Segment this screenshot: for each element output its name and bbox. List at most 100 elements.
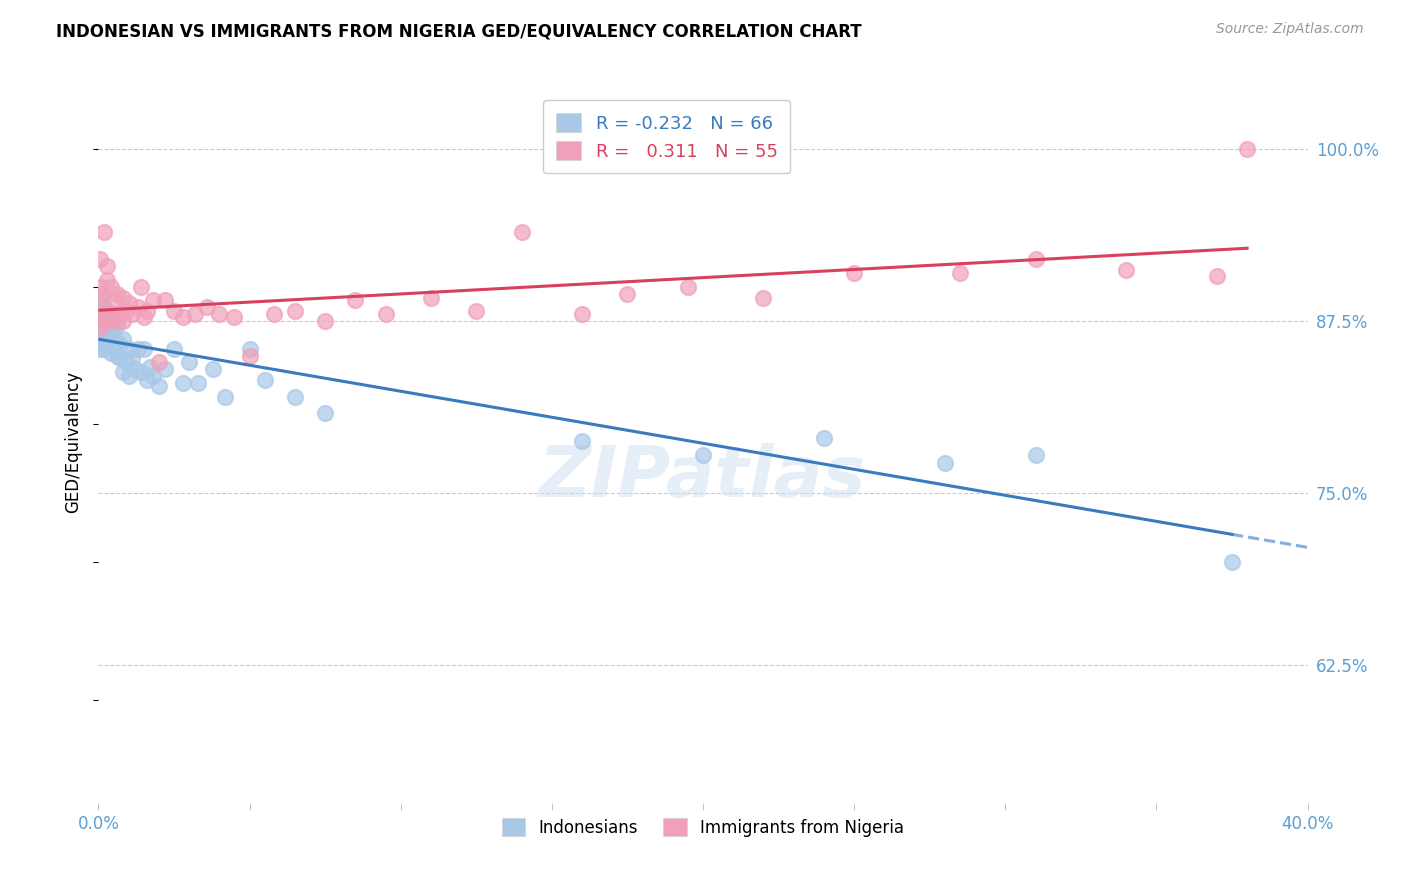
Point (571, 434, 593, 448)
Point (148, 355, 170, 369)
Point (103, 337, 125, 351)
Point (89, 342, 111, 356)
Point (96, 310, 118, 324)
Point (90, 314, 112, 328)
Point (93, 314, 115, 328)
Point (114, 304, 136, 318)
Point (752, 291, 775, 305)
Point (148, 379, 170, 393)
Point (1236, 142, 1258, 156)
Point (1206, 268, 1229, 283)
Point (314, 406, 336, 420)
Point (105, 349, 128, 363)
Point (314, 314, 336, 328)
Point (129, 365, 152, 379)
Point (139, 359, 162, 374)
Point (142, 293, 165, 308)
Point (91, 327, 114, 342)
Point (108, 337, 131, 351)
Point (510, 225, 533, 239)
Point (90, 334, 112, 349)
Point (253, 373, 276, 387)
Point (187, 376, 209, 390)
Point (127, 301, 149, 315)
Point (103, 293, 125, 308)
Point (172, 310, 194, 324)
Point (89, 252, 111, 267)
Point (135, 373, 157, 387)
Point (129, 279, 152, 293)
Point (89, 286, 111, 301)
Point (195, 301, 218, 315)
Point (90, 321, 112, 335)
Point (142, 369, 165, 384)
Point (813, 431, 835, 445)
Point (692, 448, 714, 462)
Point (93, 307, 115, 321)
Point (90, 293, 112, 308)
Point (121, 307, 143, 321)
Point (108, 307, 131, 321)
Point (263, 307, 285, 321)
Point (127, 342, 149, 356)
Point (96, 321, 118, 335)
Point (344, 293, 367, 308)
Point (89, 327, 111, 342)
Point (108, 351, 131, 366)
Point (1024, 252, 1046, 267)
Legend: Indonesians, Immigrants from Nigeria: Indonesians, Immigrants from Nigeria (494, 810, 912, 845)
Point (616, 286, 638, 301)
Point (153, 362, 176, 376)
Point (239, 342, 262, 356)
Point (96, 314, 118, 328)
Point (100, 334, 122, 349)
Point (105, 334, 128, 349)
Point (93, 301, 115, 315)
Point (111, 365, 134, 379)
Point (94, 334, 117, 349)
Point (934, 456, 956, 470)
Point (96, 327, 118, 342)
Point (105, 314, 128, 328)
Point (208, 307, 231, 321)
Point (420, 291, 443, 305)
Point (105, 318, 128, 333)
Point (100, 318, 122, 333)
Point (96, 273, 118, 287)
Point (118, 342, 141, 356)
Point (284, 304, 307, 318)
Point (284, 390, 307, 404)
Point (89, 314, 111, 328)
Point (1220, 555, 1243, 569)
Point (844, 266, 866, 280)
Point (91, 286, 114, 301)
Point (111, 314, 134, 328)
Point (96, 259, 118, 273)
Point (374, 307, 396, 321)
Point (91, 307, 114, 321)
Point (132, 310, 155, 324)
Point (103, 324, 125, 338)
Point (184, 307, 207, 321)
Point (1024, 448, 1046, 462)
Point (96, 304, 118, 318)
Text: Source: ZipAtlas.com: Source: ZipAtlas.com (1216, 22, 1364, 37)
Point (89, 301, 111, 315)
Point (571, 307, 593, 321)
Y-axis label: GED/Equivalency: GED/Equivalency (65, 370, 83, 513)
Point (132, 342, 155, 356)
Point (153, 293, 176, 308)
Point (121, 351, 143, 366)
Point (103, 312, 125, 326)
Point (239, 349, 262, 363)
Point (163, 304, 186, 318)
Point (1115, 263, 1137, 277)
Point (100, 310, 122, 324)
Point (111, 332, 134, 346)
Point (163, 342, 186, 356)
Point (124, 362, 146, 376)
Point (118, 369, 141, 384)
Point (100, 279, 122, 293)
Point (224, 310, 246, 324)
Point (93, 342, 115, 356)
